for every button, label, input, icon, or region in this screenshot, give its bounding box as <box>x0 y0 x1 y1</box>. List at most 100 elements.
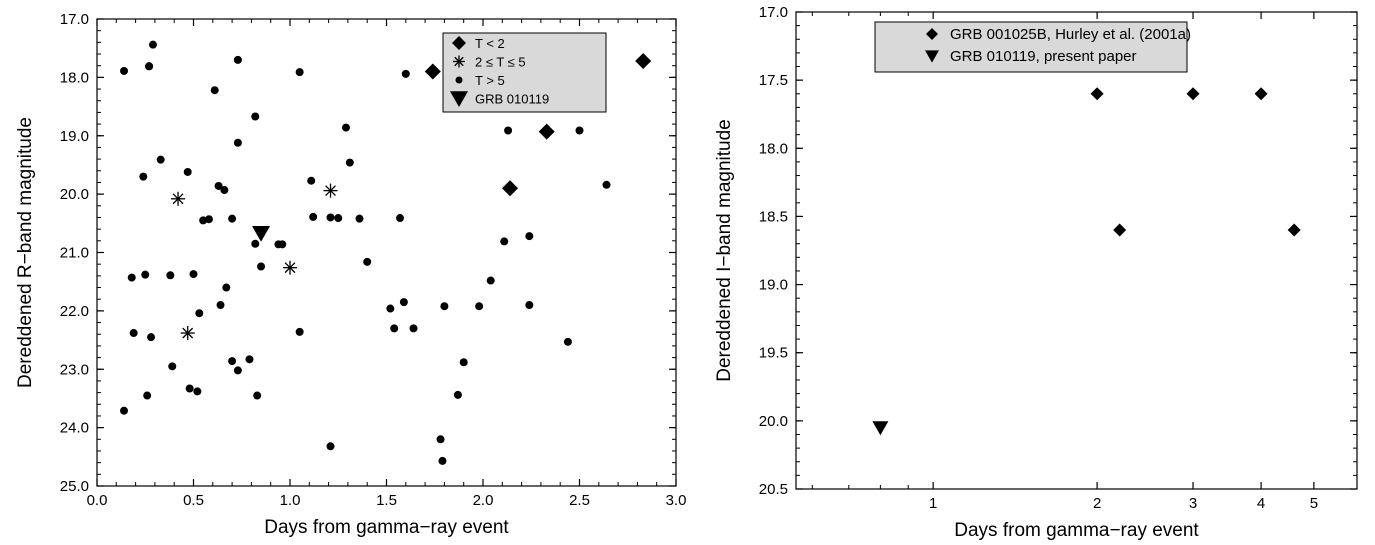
data-point-dot <box>210 86 219 95</box>
data-point-dot <box>233 366 242 375</box>
data-point-dot <box>295 327 304 336</box>
data-point-dot <box>486 276 495 285</box>
data-point-asterisk <box>283 260 297 275</box>
data-point-dot <box>438 456 447 465</box>
y-tick-label: 22.0 <box>60 303 89 320</box>
data-point-dot <box>295 68 304 77</box>
data-point-dot <box>141 270 150 279</box>
y-tick-label: 20.0 <box>759 413 788 430</box>
data-point-dot <box>525 232 534 241</box>
legend-box <box>874 21 1188 73</box>
data-point-dot <box>120 66 129 75</box>
data-point-triangle-down <box>872 421 889 436</box>
data-point-dot <box>504 126 513 135</box>
data-point-dot <box>228 357 237 366</box>
data-point-diamond <box>1113 223 1127 237</box>
x-tick-label: 3.0 <box>666 492 687 509</box>
data-point-dot <box>409 324 418 333</box>
data-point-diamond <box>635 53 652 70</box>
x-tick-label: 3 <box>1189 495 1197 512</box>
data-point-dot <box>453 390 462 399</box>
data-point-asterisk <box>323 183 338 198</box>
x-tick-label: 2 <box>1093 495 1101 512</box>
legend-marker-diamond <box>926 28 938 40</box>
x-tick-label: 2.0 <box>473 492 494 509</box>
data-point-diamond <box>1254 87 1268 101</box>
data-point-dot <box>156 155 165 164</box>
y-tick-label: 17.0 <box>759 4 788 21</box>
legend-label: T > 5 <box>475 73 505 88</box>
data-point-diamond <box>502 180 519 197</box>
data-point-dot <box>334 214 343 223</box>
data-point-dot <box>145 62 154 71</box>
data-point-dot <box>500 237 509 246</box>
data-point-dot <box>326 442 335 451</box>
y-tick-label: 19.5 <box>759 345 788 362</box>
legend-label: GRB 001025B, Hurley et al. (2001a) <box>950 26 1191 43</box>
x-tick-label: 1.5 <box>376 492 397 509</box>
y-tick-label: 20.5 <box>759 481 788 498</box>
data-point-dot <box>341 123 350 132</box>
data-point-dot <box>129 329 138 338</box>
y-tick-label: 17.0 <box>60 11 89 28</box>
data-point-dot <box>575 126 584 135</box>
y-tick-label: 24.0 <box>60 420 89 437</box>
data-point-dot <box>127 273 136 282</box>
data-point-dot <box>195 309 204 318</box>
data-point-diamond <box>424 63 441 80</box>
data-point-dot <box>251 239 260 248</box>
data-point-dot <box>386 304 395 313</box>
data-point-diamond <box>1186 87 1200 101</box>
x-tick-label: 0.0 <box>87 492 108 509</box>
data-point-diamond <box>1090 87 1104 101</box>
data-point-dot <box>168 362 177 371</box>
legend-box <box>442 32 607 113</box>
x-tick-label: 0.5 <box>183 492 204 509</box>
y-axis-label: Dereddened I−band magnitude <box>714 119 735 382</box>
data-point-dot <box>183 167 192 176</box>
data-point-dot <box>189 270 198 279</box>
series-triangle-down <box>252 226 271 242</box>
x-axis-label: Days from gamma−ray event <box>954 520 1199 541</box>
data-point-dot <box>204 215 213 224</box>
y-axis-label: Dereddened R−band magnitude <box>15 117 36 388</box>
right-chart-i-band: 1 2 3 4 5 17.0 17.5 18.0 18.5 19.0 19.5 20.0 20.5 Day… <box>714 4 1358 541</box>
x-tick-label: 4 <box>1257 495 1265 512</box>
data-point-dot <box>185 384 194 393</box>
legend: T < 2 2 ≤ T ≤ 5 T > 5 GRB 010119 <box>442 32 607 113</box>
x-tick-label: 1.0 <box>280 492 301 509</box>
data-point-dot <box>345 158 354 167</box>
data-point-dot <box>401 69 410 78</box>
legend-label: GRB 010119, present paper <box>950 48 1137 65</box>
legend-marker-dot <box>455 76 463 84</box>
data-point-dot <box>525 301 534 310</box>
series-triangle-down <box>872 421 889 436</box>
data-point-dot <box>459 358 468 367</box>
series-diamond <box>1090 87 1301 237</box>
x-tick-label: 1 <box>929 495 937 512</box>
series-asterisk <box>171 183 338 341</box>
x-tick-label: 2.5 <box>569 492 590 509</box>
data-point-dot <box>355 214 364 223</box>
x-axis-label: Days from gamma−ray event <box>264 517 509 538</box>
y-tick-label: 18.0 <box>60 69 89 86</box>
data-point-dot <box>399 298 408 307</box>
data-point-dot <box>148 40 157 49</box>
data-point-dot <box>147 333 156 342</box>
y-tick-label: 19.0 <box>60 128 89 145</box>
data-point-asterisk <box>180 326 195 341</box>
data-point-dot <box>396 214 405 223</box>
series-dot <box>120 40 611 465</box>
data-point-diamond <box>1287 223 1301 237</box>
data-point-dot <box>563 337 572 346</box>
left-chart-r-band: 0.0 0.5 1.0 1.5 2.0 2.5 3.0 17.0 18.0 19.0 20.0 21.… <box>15 11 686 538</box>
legend-label: GRB 010119 <box>475 92 549 107</box>
data-point-dot <box>193 387 202 396</box>
legend: GRB 001025B, Hurley et al. (2001a) GRB 01… <box>874 21 1191 73</box>
data-point-dot <box>120 406 129 415</box>
data-point-dot <box>274 240 283 249</box>
y-tick-label: 20.0 <box>60 186 89 203</box>
data-point-dot <box>363 257 372 266</box>
data-point-dot <box>307 176 316 185</box>
